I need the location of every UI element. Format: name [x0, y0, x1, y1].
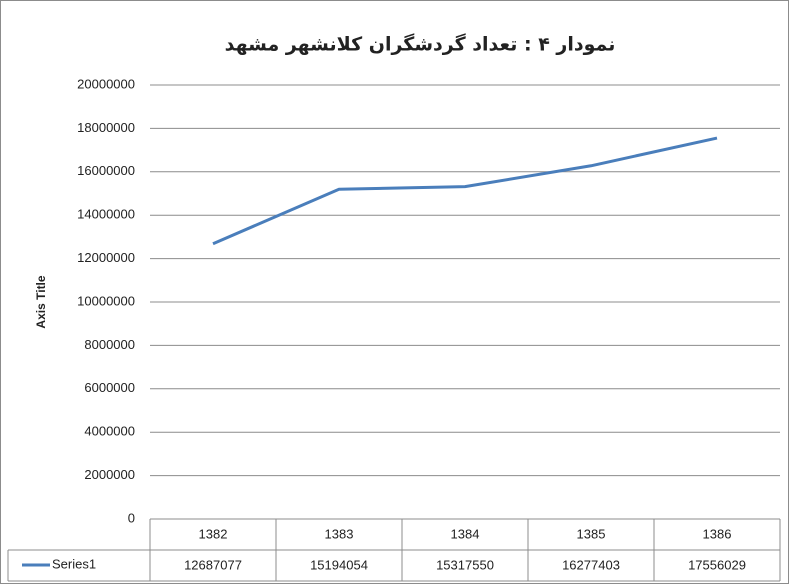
y-tick-label: 20000000 [77, 76, 135, 91]
y-tick-label: 2000000 [84, 467, 135, 482]
chart-title: نمودار ۴ : تعداد گردشگران کلانشهر مشهد [225, 33, 616, 56]
table-value: 12687077 [184, 557, 242, 572]
y-axis-title: Axis Title [34, 275, 48, 328]
y-tick-label: 18000000 [77, 120, 135, 135]
y-tick-label: 8000000 [84, 337, 135, 352]
y-tick-label: 0 [128, 510, 135, 525]
table-value: 15194054 [310, 557, 368, 572]
x-tick-label: 1384 [451, 526, 480, 541]
y-tick-label: 4000000 [84, 424, 135, 439]
x-tick-label: 1382 [199, 526, 228, 541]
table-value: 17556029 [688, 557, 746, 572]
table-value: 16277403 [562, 557, 620, 572]
y-tick-label: 12000000 [77, 250, 135, 265]
x-tick-label: 1386 [703, 526, 732, 541]
x-tick-label: 1383 [325, 526, 354, 541]
y-tick-label: 16000000 [77, 163, 135, 178]
table-value: 15317550 [436, 557, 494, 572]
y-tick-label: 14000000 [77, 207, 135, 222]
y-tick-label: 10000000 [77, 293, 135, 308]
series-line [212, 136, 718, 246]
x-tick-label: 1385 [577, 526, 606, 541]
y-tick-label: 6000000 [84, 380, 135, 395]
legend-label: Series1 [52, 556, 96, 571]
